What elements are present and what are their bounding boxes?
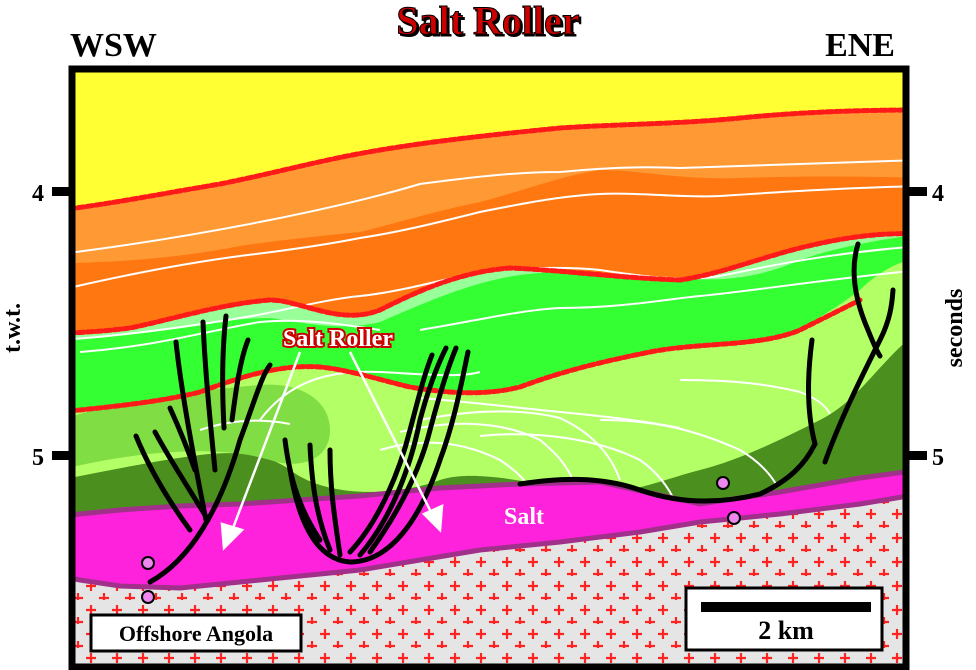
location-label: Offshore Angola [119, 621, 273, 646]
tick-mark [903, 187, 927, 196]
well-marker [716, 476, 730, 490]
tick-label-right-lower: 5 [932, 445, 944, 471]
well-marker [141, 590, 155, 604]
annotation-arrows [220, 351, 444, 551]
section-frame [68, 65, 910, 670]
scale-bar-label: 2 km [758, 616, 814, 645]
horizon-lines [75, 159, 903, 505]
well-marker [727, 511, 741, 525]
yellow-layer [75, 72, 903, 207]
section-layers: Salt [75, 72, 903, 664]
location-box [89, 613, 303, 653]
left-axis-label: t.w.t. [0, 303, 26, 353]
tick-mark [903, 451, 927, 460]
scale-bar [701, 602, 871, 612]
direction-right-label: ENE [825, 27, 895, 64]
salt-label: Salt [504, 504, 544, 530]
salt-roller-label: Salt Roller [283, 326, 393, 352]
tick-label-right-upper: 4 [932, 181, 944, 207]
direction-left-label: WSW [70, 27, 157, 64]
fault-lines [133, 241, 896, 585]
well-marker [141, 556, 155, 570]
salt-layer [75, 469, 903, 591]
tick-label-left-upper: 4 [32, 181, 44, 207]
figure-title: Salt Roller [396, 0, 579, 43]
scale-bar-box [684, 586, 884, 652]
tick-label-left-lower: 5 [32, 445, 44, 471]
well-markers [141, 476, 741, 604]
tick-mark [52, 451, 76, 460]
right-axis-label: seconds [942, 289, 968, 368]
tick-mark [52, 187, 76, 196]
